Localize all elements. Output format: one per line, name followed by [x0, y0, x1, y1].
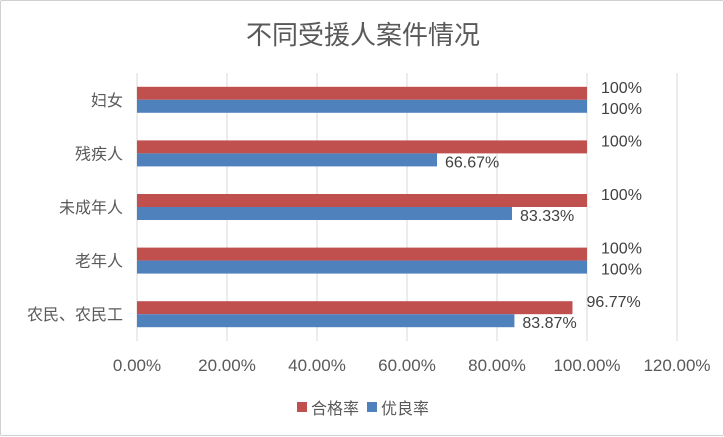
bar-qualified	[137, 247, 587, 261]
data-label: 66.67%	[445, 154, 499, 171]
x-tick-label: 20.00%	[198, 356, 256, 375]
data-label: 100%	[601, 133, 642, 150]
x-tick-label: 100.00%	[553, 356, 620, 375]
category-label: 妇女	[91, 91, 123, 110]
legend-item-excellent: 优良率	[367, 395, 429, 419]
category-label: 农民、农民工	[27, 305, 123, 324]
bar-excellent	[137, 260, 587, 274]
x-tick-label: 120.00%	[643, 356, 710, 375]
bar-qualified	[137, 194, 587, 207]
data-label: 100%	[601, 80, 642, 97]
data-label: 100%	[601, 241, 642, 258]
legend: 合格率 优良率	[1, 395, 724, 419]
category-label: 未成年人	[59, 198, 123, 217]
bar-qualified	[137, 140, 587, 154]
legend-swatch-qualified	[296, 402, 307, 412]
bar-excellent	[137, 314, 515, 328]
bar-qualified	[137, 301, 573, 315]
bar-excellent	[137, 207, 512, 220]
bar-qualified	[137, 86, 587, 100]
data-label: 96.77%	[586, 294, 640, 311]
x-tick-label: 40.00%	[288, 356, 346, 375]
data-label: 100%	[601, 187, 642, 204]
legend-label-excellent: 优良率	[381, 399, 430, 418]
x-tick-label: 0.00%	[113, 356, 161, 375]
category-label: 残疾人	[75, 144, 123, 163]
bar-excellent	[137, 153, 438, 167]
data-label: 100%	[601, 101, 642, 118]
x-tick-label: 60.00%	[378, 356, 436, 375]
chart-title: 不同受援人案件情况	[245, 21, 480, 51]
x-tick-label: 80.00%	[468, 356, 526, 375]
data-label: 100%	[601, 262, 642, 279]
bar-excellent	[137, 99, 587, 113]
legend-swatch-excellent	[367, 402, 377, 412]
data-label: 83.87%	[522, 315, 576, 332]
legend-item-qualified: 合格率	[296, 395, 359, 419]
data-label: 83.33%	[520, 208, 574, 225]
legend-label-qualified: 合格率	[310, 399, 359, 418]
category-label: 老年人	[75, 252, 123, 271]
